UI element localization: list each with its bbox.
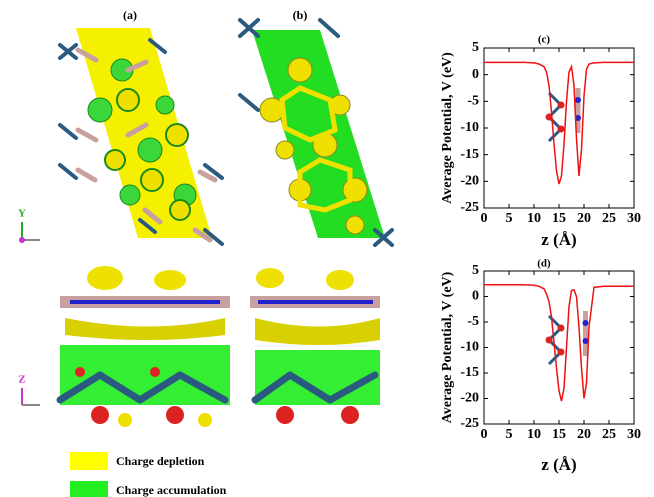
x-axis-label: z (Å) [541, 230, 576, 249]
axis-indicator: Z [18, 374, 25, 386]
chart-title: (c) [538, 34, 551, 46]
x-tick-label: 5 [506, 211, 513, 226]
x-axis-label: z (Å) [541, 455, 576, 474]
x-tick-label: 15 [552, 427, 566, 442]
x-tick-label: 0 [481, 427, 488, 442]
panel-b-image [240, 20, 392, 245]
y-tick-label: 0 [472, 289, 479, 304]
axis-triad-bottom [22, 388, 40, 405]
legend-label: Charge accumulation [116, 483, 227, 497]
inset-atom [575, 97, 581, 103]
y-tick-label: -5 [467, 314, 479, 329]
chart-title: (d) [537, 258, 551, 270]
inset-atom [558, 325, 565, 332]
y-tick-label: -10 [460, 120, 479, 135]
legend-swatch [70, 452, 108, 470]
panel-b-side-image [250, 268, 380, 424]
y-tick-label: 5 [472, 263, 479, 278]
line [484, 285, 634, 401]
legend-label: Charge depletion [116, 454, 205, 468]
x-tick-label: 10 [527, 427, 541, 442]
x-tick-label: 30 [627, 211, 641, 226]
inset-atom [583, 320, 589, 326]
legend-swatch [70, 481, 108, 497]
x-tick-label: 10 [527, 211, 541, 226]
inset-atom [558, 126, 565, 133]
panel-a-image [60, 28, 222, 244]
figure: Y Z (a) (b) Charge depletion Charge accum… [0, 0, 654, 497]
y-tick-label: -5 [467, 94, 479, 109]
y-tick-label: 5 [472, 40, 479, 55]
y-tick-label: -15 [460, 365, 479, 380]
x-tick-label: 5 [506, 427, 513, 442]
line [484, 62, 634, 184]
axis-triad-top [19, 222, 40, 243]
y-tick-label: -25 [460, 200, 479, 215]
x-tick-label: 30 [627, 427, 641, 442]
x-tick-label: 0 [481, 211, 488, 226]
y-axis-label: Average Potential, V (eV) [440, 271, 455, 423]
y-tick-label: -20 [460, 174, 479, 189]
x-tick-label: 20 [577, 427, 591, 442]
plot-frame [484, 271, 634, 424]
inset-atom [546, 337, 553, 344]
inset-atom [558, 102, 565, 109]
panel-label: (b) [293, 8, 308, 22]
x-tick-label: 25 [602, 427, 616, 442]
y-tick-label: -15 [460, 147, 479, 162]
y-tick-label: -20 [460, 391, 479, 406]
x-tick-label: 20 [577, 211, 591, 226]
panel-label: (a) [123, 8, 137, 22]
y-tick-label: 0 [472, 67, 479, 82]
panel-a-side-image [60, 266, 230, 427]
x-tick-label: 25 [602, 211, 616, 226]
inset-atom [558, 349, 565, 356]
y-axis-label: Average Potential, V (eV) [440, 52, 455, 204]
x-tick-label: 15 [552, 211, 566, 226]
axis-indicator: Y [18, 208, 26, 220]
y-tick-label: -25 [460, 416, 479, 431]
y-tick-label: -10 [460, 340, 479, 355]
